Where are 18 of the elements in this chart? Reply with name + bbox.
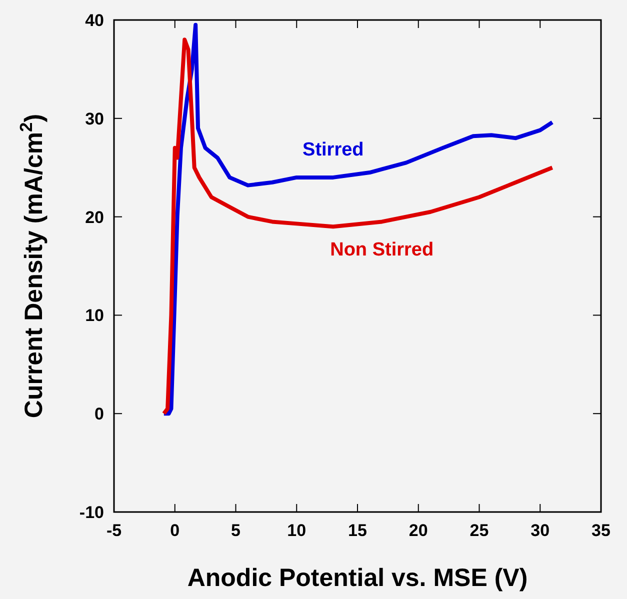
- x-tick-label: 0: [170, 521, 180, 540]
- y-tick-label: 40: [85, 10, 104, 30]
- x-tick-label: 25: [470, 521, 489, 540]
- x-axis-title: Anodic Potential vs. MSE (V): [187, 564, 528, 592]
- y-tick-label: 20: [85, 208, 104, 227]
- x-tick-label: 10: [287, 521, 306, 540]
- y-tick-label: 0: [94, 404, 104, 424]
- x-tick-label: 30: [530, 521, 550, 540]
- y-tick-label: 30: [85, 109, 104, 128]
- x-tick-label: 35: [592, 521, 610, 540]
- y-tick-label: 10: [85, 306, 104, 326]
- series-label: Non Stirred: [330, 240, 434, 261]
- x-tick-label: 5: [231, 521, 240, 540]
- x-tick-label: -5: [106, 521, 122, 540]
- y-tick-label: -10: [79, 502, 104, 522]
- x-tick-label: 20: [408, 521, 428, 540]
- x-tick-label: 15: [348, 521, 367, 540]
- series-label: Stirred: [302, 139, 364, 160]
